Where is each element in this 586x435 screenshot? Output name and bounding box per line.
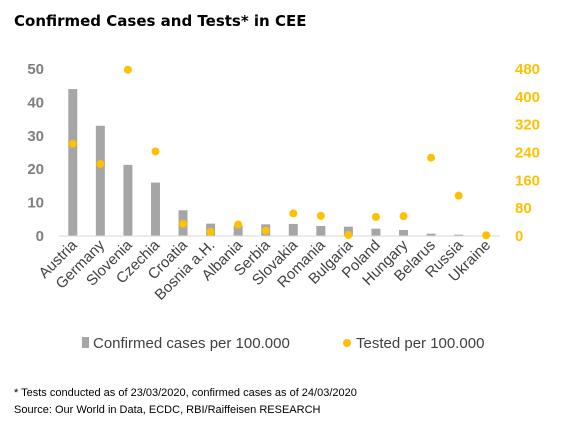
bar [454, 234, 464, 236]
y-right-tick-label: 320 [515, 117, 540, 134]
bar [150, 182, 160, 236]
y-left-tick-label: 0 [36, 228, 44, 245]
y-right-tick-label: 160 [515, 172, 540, 189]
data-point [261, 226, 270, 235]
data-point [482, 231, 491, 240]
data-point [179, 219, 188, 228]
y-left-tick-label: 30 [27, 128, 44, 145]
y-left-tick-label: 40 [27, 94, 44, 111]
bar [426, 233, 436, 236]
legend-swatch-tested [343, 339, 351, 347]
bar [371, 228, 381, 236]
data-point [344, 230, 353, 239]
footnote-source: Source: Our World in Data, ECDC, RBI/Rai… [14, 404, 321, 416]
data-point [316, 211, 325, 220]
footnote: * Tests conducted as of 23/03/2020, conf… [14, 385, 357, 419]
legend-swatch-confirmed-cases [82, 337, 89, 348]
data-point [371, 212, 380, 221]
bar [233, 225, 243, 236]
data-point [427, 153, 436, 162]
data-point [151, 147, 160, 156]
data-point [399, 212, 408, 221]
bar [399, 229, 409, 236]
data-point [96, 159, 105, 168]
bar [95, 125, 105, 236]
data-point [68, 139, 77, 148]
bar [316, 225, 326, 236]
y-right-tick-label: 0 [515, 228, 523, 245]
data-point [206, 227, 215, 236]
data-point [454, 191, 463, 200]
y-left-tick-label: 10 [27, 195, 44, 212]
y-right-tick-label: 240 [515, 145, 540, 162]
data-point [123, 65, 132, 74]
y-right-tick-label: 480 [515, 61, 540, 78]
bar [68, 89, 78, 236]
data-point [234, 220, 243, 229]
bar [123, 164, 133, 236]
y-left-tick-label: 50 [27, 61, 44, 78]
data-point [289, 209, 298, 218]
y-right-tick-label: 400 [515, 89, 540, 106]
legend-label-tested: Tested per 100.000 [356, 335, 484, 352]
bar [288, 223, 298, 236]
y-right-tick-label: 80 [515, 200, 532, 217]
footnote-note: * Tests conducted as of 23/03/2020, conf… [14, 387, 357, 399]
legend-label-confirmed-cases: Confirmed cases per 100.000 [93, 335, 290, 352]
chart-title: Confirmed Cases and Tests* in CEE [14, 12, 307, 30]
y-left-tick-label: 20 [27, 161, 44, 178]
